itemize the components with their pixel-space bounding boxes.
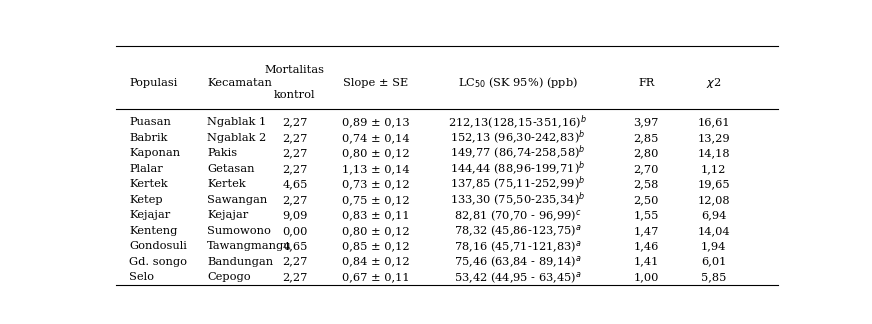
Text: 212,13(128,15-351,16)$^{b}$: 212,13(128,15-351,16)$^{b}$	[448, 113, 588, 132]
Text: 133,30 (75,50-235,34)$^{b}$: 133,30 (75,50-235,34)$^{b}$	[450, 191, 585, 209]
Text: 0,83 ± 0,11: 0,83 ± 0,11	[342, 210, 410, 220]
Text: 19,65: 19,65	[698, 179, 730, 189]
Text: 0,80 ± 0,12: 0,80 ± 0,12	[342, 148, 410, 158]
Text: 2,50: 2,50	[634, 195, 659, 205]
Text: 4,65: 4,65	[283, 241, 308, 251]
Text: Kertek: Kertek	[207, 179, 246, 189]
Text: Gondosuli: Gondosuli	[129, 241, 187, 251]
Text: Kenteng: Kenteng	[129, 226, 178, 236]
Text: 0,00: 0,00	[283, 226, 308, 236]
Text: Populasi: Populasi	[129, 77, 178, 87]
Text: 14,04: 14,04	[698, 226, 730, 236]
Text: 0,85 ± 0,12: 0,85 ± 0,12	[342, 241, 410, 251]
Text: Getasan: Getasan	[207, 164, 255, 174]
Text: Kejajar: Kejajar	[207, 210, 249, 220]
Text: 78,32 (45,86-123,75)$^{a}$: 78,32 (45,86-123,75)$^{a}$	[454, 223, 582, 238]
Text: 2,85: 2,85	[634, 133, 659, 143]
Text: Kejajar: Kejajar	[129, 210, 171, 220]
Text: 2,27: 2,27	[283, 133, 308, 143]
Text: 0,75 ± 0,12: 0,75 ± 0,12	[342, 195, 410, 205]
Text: Cepogo: Cepogo	[207, 272, 250, 282]
Text: 1,00: 1,00	[634, 272, 659, 282]
Text: kontrol: kontrol	[274, 90, 316, 100]
Text: Selo: Selo	[129, 272, 154, 282]
Text: 0,74 ± 0,14: 0,74 ± 0,14	[342, 133, 410, 143]
Text: FR: FR	[638, 77, 655, 87]
Text: 1,13 ± 0,14: 1,13 ± 0,14	[342, 164, 410, 174]
Text: Slope ± SE: Slope ± SE	[344, 77, 408, 87]
Text: 14,18: 14,18	[698, 148, 730, 158]
Text: 6,94: 6,94	[701, 210, 726, 220]
Text: 0,89 ± 0,13: 0,89 ± 0,13	[342, 118, 410, 127]
Text: Plalar: Plalar	[129, 164, 163, 174]
Text: Puasan: Puasan	[129, 118, 171, 127]
Text: Sawangan: Sawangan	[207, 195, 267, 205]
Text: Pakis: Pakis	[207, 148, 237, 158]
Text: Ngablak 1: Ngablak 1	[207, 118, 266, 127]
Text: Ngablak 2: Ngablak 2	[207, 133, 266, 143]
Text: 2,27: 2,27	[283, 257, 308, 267]
Text: 0,67 ± 0,11: 0,67 ± 0,11	[342, 272, 410, 282]
Text: 137,85 (75,11-252,99)$^{b}$: 137,85 (75,11-252,99)$^{b}$	[450, 175, 585, 193]
Text: 4,65: 4,65	[283, 179, 308, 189]
Text: Babrik: Babrik	[129, 133, 167, 143]
Text: Ketep: Ketep	[129, 195, 163, 205]
Text: 1,41: 1,41	[634, 257, 659, 267]
Text: 1,46: 1,46	[634, 241, 659, 251]
Text: $\chi$2: $\chi$2	[706, 75, 721, 89]
Text: 13,29: 13,29	[698, 133, 730, 143]
Text: Gd. songo: Gd. songo	[129, 257, 187, 267]
Text: 1,94: 1,94	[701, 241, 726, 251]
Text: Sumowono: Sumowono	[207, 226, 271, 236]
Text: Kaponan: Kaponan	[129, 148, 181, 158]
Text: 152,13 (96,30-242,83)$^{b}$: 152,13 (96,30-242,83)$^{b}$	[450, 129, 585, 147]
Text: 78,16 (45,71-121,83)$^{a}$: 78,16 (45,71-121,83)$^{a}$	[454, 239, 582, 254]
Text: 3,97: 3,97	[634, 118, 659, 127]
Text: 9,09: 9,09	[283, 210, 308, 220]
Text: 2,27: 2,27	[283, 195, 308, 205]
Text: 2,27: 2,27	[283, 272, 308, 282]
Text: 53,42 (44,95 - 63,45)$^{a}$: 53,42 (44,95 - 63,45)$^{a}$	[454, 270, 582, 284]
Text: 2,70: 2,70	[634, 164, 659, 174]
Text: 1,55: 1,55	[634, 210, 659, 220]
Text: Kertek: Kertek	[129, 179, 168, 189]
Text: 16,61: 16,61	[698, 118, 730, 127]
Text: 12,08: 12,08	[698, 195, 730, 205]
Text: 1,47: 1,47	[634, 226, 659, 236]
Text: 82,81 (70,70 - 96,99)$^{c}$: 82,81 (70,70 - 96,99)$^{c}$	[454, 208, 582, 223]
Text: 2,27: 2,27	[283, 164, 308, 174]
Text: Bandungan: Bandungan	[207, 257, 273, 267]
Text: 2,80: 2,80	[634, 148, 659, 158]
Text: 0,73 ± 0,12: 0,73 ± 0,12	[342, 179, 410, 189]
Text: Mortalitas: Mortalitas	[265, 65, 325, 75]
Text: 149,77 (86,74-258,58)$^{b}$: 149,77 (86,74-258,58)$^{b}$	[450, 144, 586, 162]
Text: 2,27: 2,27	[283, 118, 308, 127]
Text: 6,01: 6,01	[701, 257, 726, 267]
Text: Tawangmangu: Tawangmangu	[207, 241, 291, 251]
Text: 5,85: 5,85	[701, 272, 726, 282]
Text: 2,27: 2,27	[283, 148, 308, 158]
Text: 144,44 (88,96-199,71)$^{b}$: 144,44 (88,96-199,71)$^{b}$	[450, 160, 585, 178]
Text: LC$_{50}$ (SK 95%) (ppb): LC$_{50}$ (SK 95%) (ppb)	[458, 75, 578, 90]
Text: 1,12: 1,12	[701, 164, 726, 174]
Text: 0,80 ± 0,12: 0,80 ± 0,12	[342, 226, 410, 236]
Text: 75,46 (63,84 - 89,14)$^{a}$: 75,46 (63,84 - 89,14)$^{a}$	[454, 254, 582, 269]
Text: 2,58: 2,58	[634, 179, 659, 189]
Text: 0,84 ± 0,12: 0,84 ± 0,12	[342, 257, 410, 267]
Text: Kecamatan: Kecamatan	[207, 77, 272, 87]
